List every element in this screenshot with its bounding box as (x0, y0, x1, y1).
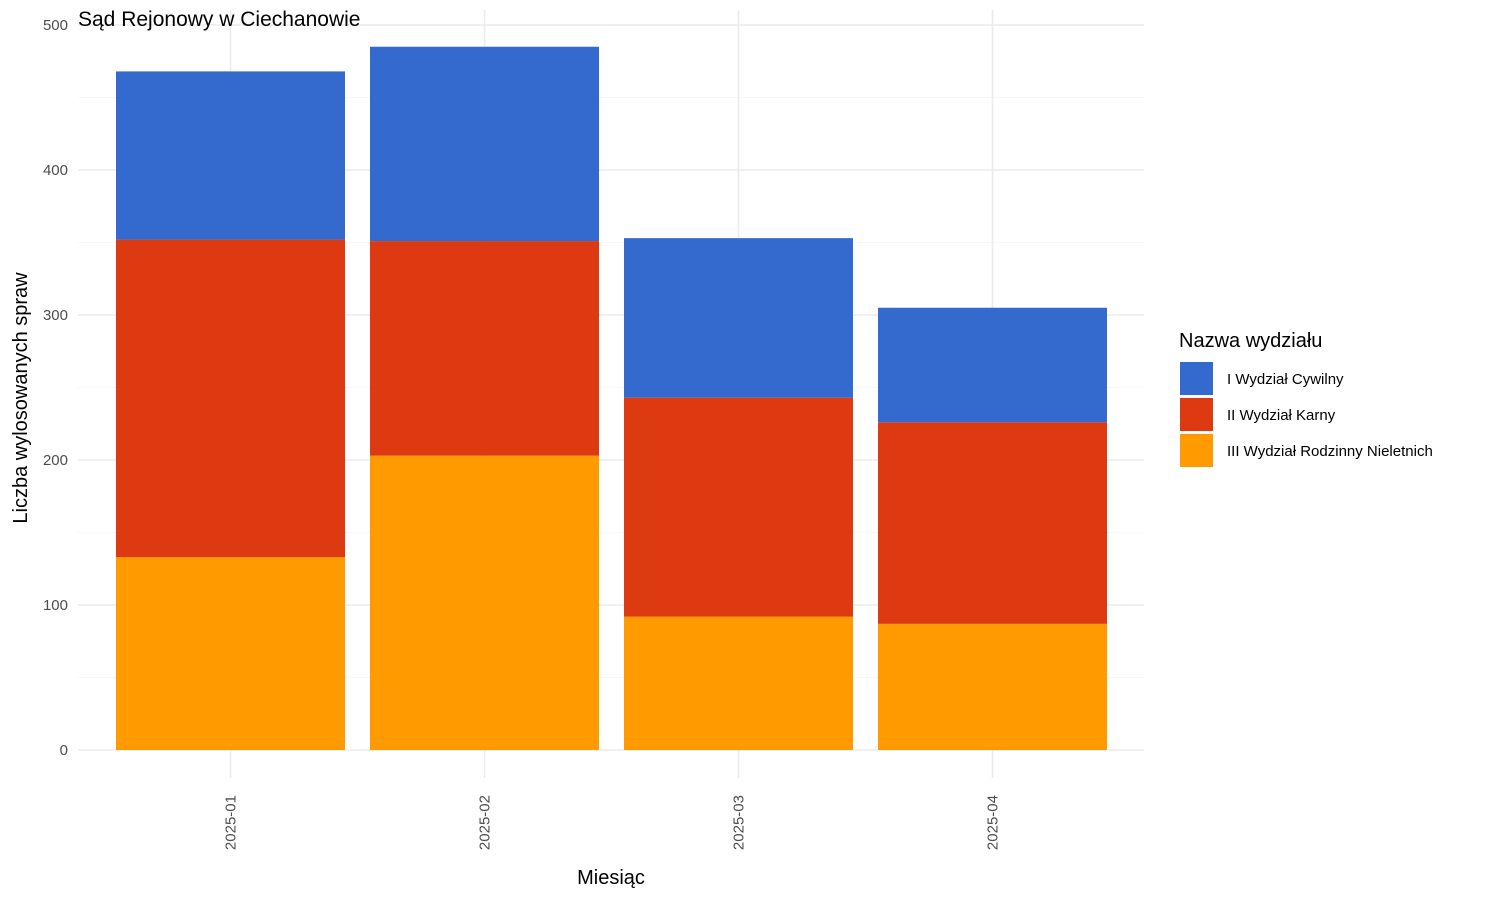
bar-segment (624, 238, 853, 398)
bar-segment (116, 239, 345, 558)
y-axis-title: Liczba wylosowanych spraw (10, 272, 32, 524)
legend-label: II Wydział Karny (1227, 407, 1336, 424)
legend-swatch (1180, 362, 1213, 395)
y-tick-label: 500 (43, 17, 68, 34)
x-axis-ticks: 2025-01 2025-02 2025-03 2025-04 (223, 795, 1002, 850)
bar-segment (878, 307, 1107, 423)
y-tick-label: 200 (43, 452, 68, 469)
y-tick-label: 300 (43, 307, 68, 324)
y-axis-ticks: 0 100 200 300 400 500 (43, 17, 68, 759)
x-tick-label: 2025-02 (477, 795, 494, 850)
x-tick-label: 2025-04 (985, 795, 1002, 850)
y-tick-label: 0 (60, 742, 68, 759)
bar-segment (116, 71, 345, 240)
bars (116, 46, 1107, 750)
legend-swatch (1180, 398, 1213, 431)
bar-segment (624, 397, 853, 617)
x-tick-label: 2025-03 (731, 795, 748, 850)
legend-swatch (1180, 434, 1213, 467)
bar-segment (370, 455, 599, 750)
legend-label: III Wydział Rodzinny Nieletnich (1227, 443, 1433, 460)
x-tick-label: 2025-01 (223, 795, 240, 850)
y-tick-label: 400 (43, 162, 68, 179)
legend-title: Nazwa wydziału (1179, 330, 1322, 352)
bar-segment (116, 557, 345, 750)
y-tick-label: 100 (43, 597, 68, 614)
x-axis-title: Miesiąc (577, 867, 645, 889)
bar-segment (878, 623, 1107, 750)
bar-segment (624, 616, 853, 750)
bar-segment (878, 422, 1107, 624)
bar-segment (370, 241, 599, 456)
bar-segment (370, 46, 599, 242)
chart-title: Sąd Rejonowy w Ciechanowie (78, 8, 361, 31)
legend-label: I Wydział Cywilny (1227, 371, 1344, 388)
legend: Nazwa wydziału I Wydział Cywilny II Wydzi… (1179, 330, 1433, 467)
